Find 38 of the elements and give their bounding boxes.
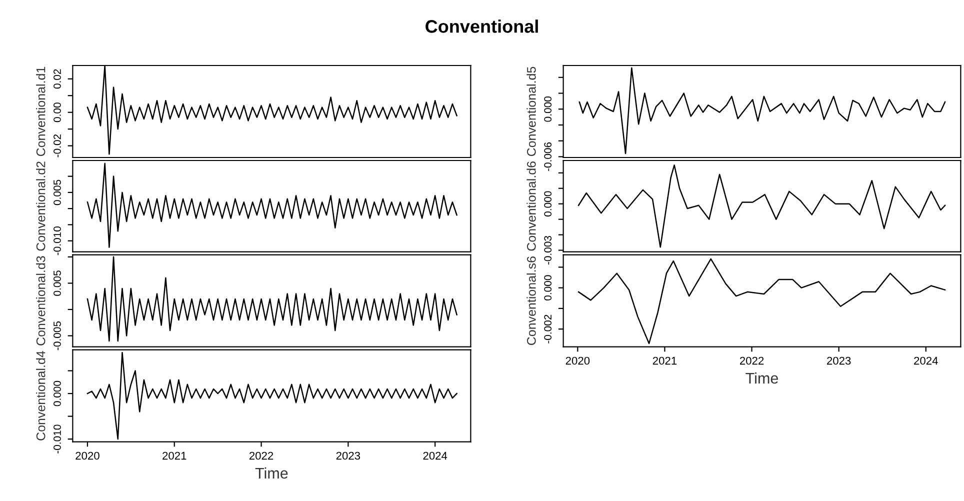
y-tick-label: -0.02	[54, 134, 61, 158]
y-tick-label: 0.000	[544, 191, 552, 216]
x-tick-label: 2020	[566, 356, 590, 365]
line-series	[86, 162, 458, 248]
y-tick-label: 0.000	[544, 96, 552, 122]
y-axis-title: Conventional.d6	[526, 162, 536, 251]
y-axis-title: Conventional.d5	[526, 66, 536, 156]
y-tick-label: 0.005	[54, 270, 61, 296]
x-tick-label: 2021	[162, 452, 186, 460]
x-axis-title: Time	[746, 372, 778, 384]
y-tick-label: -0.002	[544, 314, 552, 344]
y-axis-title: Conventional.d3	[36, 256, 46, 346]
y-tick-label: 0.000	[544, 275, 552, 300]
line-series	[578, 164, 946, 248]
y-tick-label: 0.000	[54, 380, 61, 406]
chart-title: Conventional	[426, 20, 538, 33]
y-axis-title: Conventional.s6	[526, 256, 536, 345]
x-tick-label: 2020	[76, 452, 100, 460]
y-axis-title: Conventional.d4	[36, 350, 46, 440]
x-tick-label: 2023	[827, 356, 851, 365]
y-tick-label: -0.003	[544, 236, 552, 265]
x-tick-label: 2024	[423, 452, 448, 460]
y-axis-title: Conventional.d1	[36, 66, 46, 156]
y-tick-label: 0.02	[54, 69, 61, 89]
x-tick-label: 2022	[249, 452, 274, 460]
y-tick-label: -0.006	[544, 142, 552, 172]
line-series	[578, 258, 946, 344]
y-tick-label: -0.010	[54, 424, 61, 454]
x-tick-label: 2021	[652, 356, 677, 365]
x-tick-label: 2024	[914, 356, 938, 365]
x-tick-label: 2022	[740, 356, 764, 365]
x-axis-title: Time	[255, 467, 288, 479]
y-tick-label: -0.005	[54, 321, 61, 350]
x-tick-label: 2023	[336, 452, 360, 460]
y-tick-label: -0.010	[54, 226, 61, 256]
y-tick-label: 0.005	[54, 180, 61, 206]
y-axis-title: Conventional.d2	[36, 162, 46, 251]
y-tick-label: 0.00	[54, 102, 61, 122]
